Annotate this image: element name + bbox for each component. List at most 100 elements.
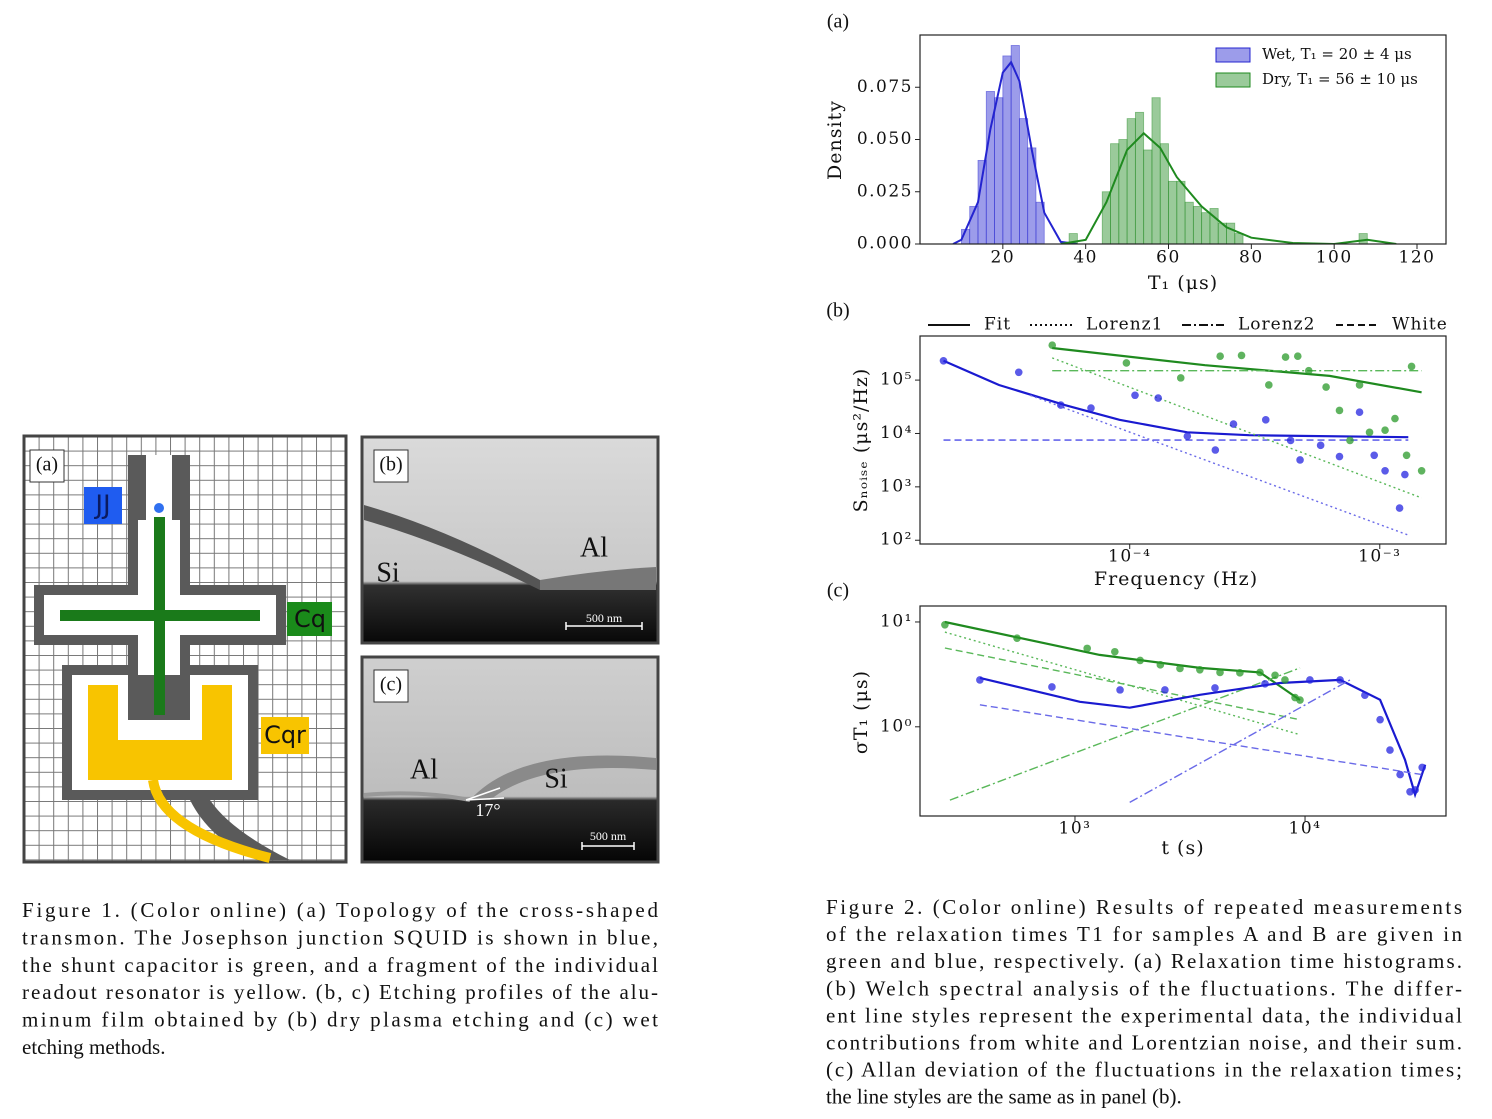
legend-swatch <box>1215 72 1251 88</box>
data-point <box>1293 352 1302 361</box>
caption-line: Figure 1. (Color online) (a) Topology of… <box>22 898 659 922</box>
model-line <box>1029 394 1409 536</box>
data-point <box>1083 644 1091 653</box>
histogram-bar <box>1176 180 1186 244</box>
caption-line: of the relaxation times T1 for samples A… <box>826 922 1463 946</box>
histogram-bar <box>1019 118 1029 244</box>
data-point <box>1196 665 1204 674</box>
model-line <box>1052 346 1422 394</box>
scale-label: 500 nm <box>586 611 623 625</box>
jj-box <box>84 487 122 524</box>
data-point <box>1271 671 1279 680</box>
y-tick-label: 10⁴ <box>880 423 913 443</box>
data-point <box>1286 436 1295 445</box>
data-point <box>1154 394 1163 402</box>
legend-label: Wet, T₁ = 20 ± 4 μs <box>1262 45 1412 63</box>
si-label: Si <box>544 763 568 794</box>
x-axis-label: T₁ (μs) <box>1148 272 1218 294</box>
y-tick-label: 0.050 <box>857 129 913 149</box>
caption-line: minum film obtained by (b) dry plasma et… <box>22 1008 658 1032</box>
data-point <box>1229 420 1238 428</box>
cqr-box <box>261 717 309 754</box>
data-point <box>1396 770 1404 779</box>
data-point <box>1116 686 1124 694</box>
cq-box <box>287 602 332 636</box>
angle-mark <box>465 787 505 801</box>
data-point <box>1336 676 1344 684</box>
data-point <box>1418 763 1426 772</box>
data-point <box>1335 452 1344 461</box>
caption-line: readout resonator is yellow. (b, c) Etch… <box>22 980 658 1004</box>
histogram-bar <box>1226 222 1236 244</box>
x-tick-label: 100 <box>1316 248 1353 268</box>
data-point <box>1411 786 1419 794</box>
x-tick-label: 120 <box>1399 248 1436 268</box>
panel-label: (c) <box>380 674 402 696</box>
histogram-bar <box>1068 233 1078 244</box>
legend-label: Dry, T₁ = 56 ± 10 μs <box>1262 70 1418 88</box>
panel-label: (b) <box>379 454 402 476</box>
data-point <box>1335 406 1344 415</box>
plot-area <box>939 341 1426 536</box>
model-line <box>943 359 1409 439</box>
data-point <box>1211 446 1220 454</box>
sem-b <box>360 435 660 645</box>
schematic <box>22 434 348 864</box>
y-tick-label: 10⁵ <box>880 370 913 390</box>
data-point <box>1296 696 1304 704</box>
data-point <box>1161 686 1169 694</box>
model-line <box>979 704 1423 776</box>
legend-label: White <box>1392 315 1448 335</box>
data-point <box>1355 381 1364 389</box>
histogram-bar <box>1110 143 1120 244</box>
caption-line: transmon. The Josephson junction SQUID i… <box>22 925 658 949</box>
data-point <box>1156 661 1165 669</box>
data-point <box>1216 352 1224 361</box>
scale-label: 500 nm <box>590 829 627 843</box>
histogram-bar <box>1002 55 1012 244</box>
data-point <box>1211 684 1219 692</box>
histogram-bar <box>1151 97 1161 244</box>
y-tick-label: 10⁰ <box>880 716 913 736</box>
data-point <box>1087 404 1095 412</box>
panel-label: (a) <box>827 11 849 33</box>
data-point <box>1176 374 1185 382</box>
histogram-bar <box>1126 118 1136 244</box>
data-point <box>1365 428 1374 437</box>
chart: (c) t (s) σT₁ (μs) 10³ 10⁴ 10⁰ 10¹ <box>827 580 1447 859</box>
data-point <box>1176 664 1184 673</box>
data-point <box>1322 383 1330 391</box>
histogram-bar <box>1134 111 1145 244</box>
legend-label: Lorenz1 <box>1086 315 1163 335</box>
data-point <box>1122 359 1131 367</box>
data-point <box>1391 414 1399 423</box>
model-line <box>949 667 1301 801</box>
caption-line: (b) Welch spectral analysis of the fluct… <box>826 976 1462 1000</box>
caption-line: the shunt capacitor is green, and a frag… <box>22 953 658 977</box>
data-point <box>1417 466 1426 475</box>
data-point <box>1056 401 1065 409</box>
histogram-bar <box>1184 201 1194 244</box>
data-point <box>1261 416 1270 424</box>
data-point <box>1013 634 1021 643</box>
data-point <box>1281 676 1289 684</box>
legend-label: Fit <box>984 315 1011 335</box>
y-tick-label: 0.075 <box>857 77 913 97</box>
model-line <box>979 676 1427 799</box>
x-tick-label: 10⁴ <box>1289 819 1322 839</box>
data-point <box>1265 381 1273 389</box>
y-axis-label: Sₙₒᵢₛₑ (μs²/Hz) <box>850 368 872 513</box>
legend-label: Lorenz2 <box>1238 315 1315 335</box>
data-point <box>1370 451 1379 460</box>
data-point <box>1111 647 1119 656</box>
label-box <box>29 449 65 483</box>
panel-label: (c) <box>827 580 849 602</box>
label-box <box>373 449 409 483</box>
histogram-bar <box>1192 205 1203 244</box>
model-line <box>1129 679 1351 804</box>
y-tick-label: 10² <box>880 530 913 550</box>
data-point <box>1296 456 1304 464</box>
data-point <box>1381 426 1389 435</box>
data-point <box>1136 656 1144 665</box>
